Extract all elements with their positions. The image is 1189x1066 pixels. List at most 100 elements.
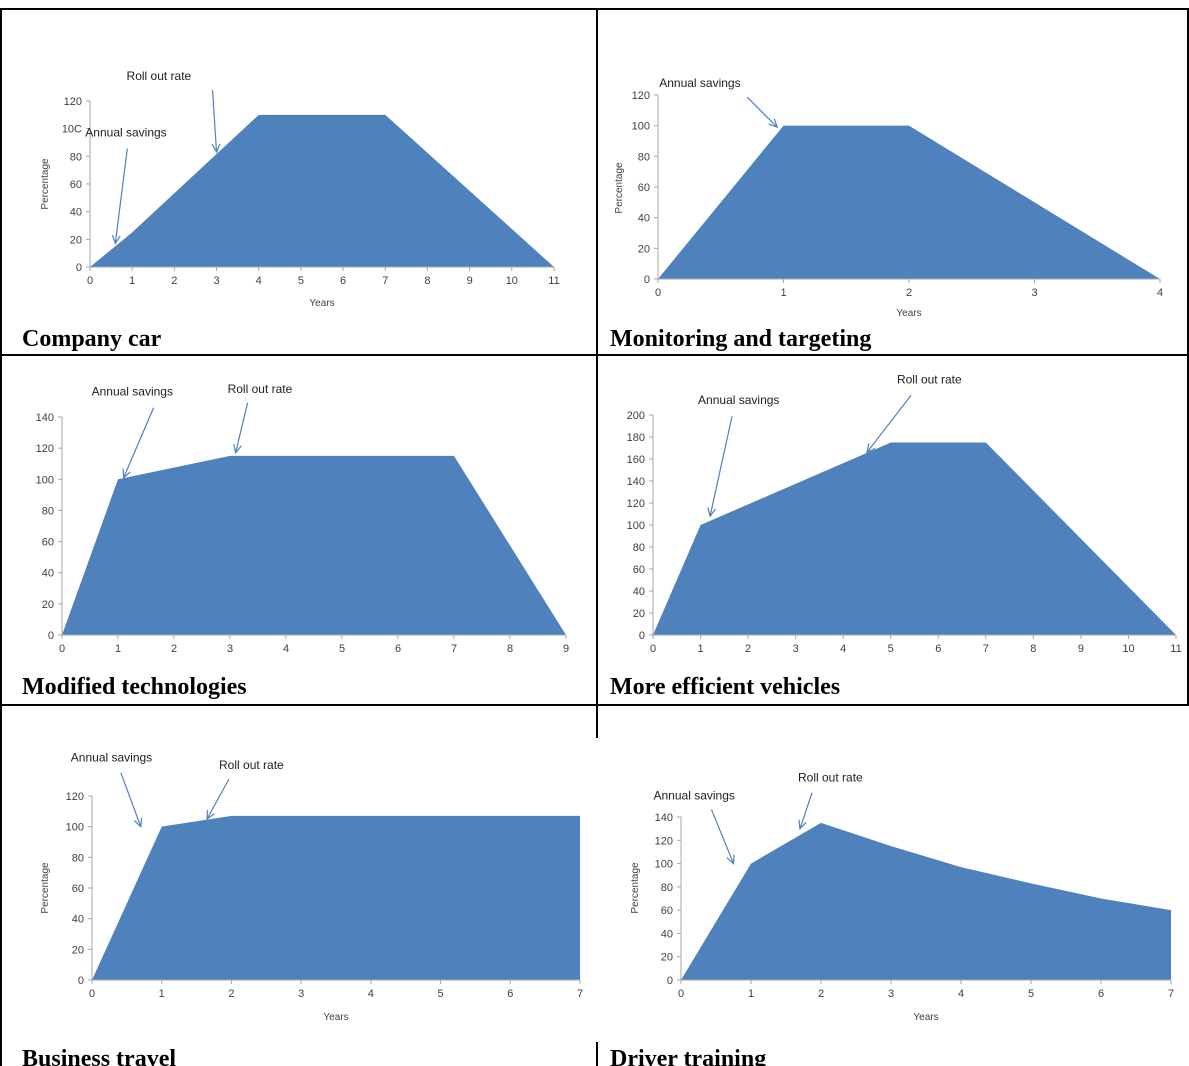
x-tick-label: 4	[368, 988, 374, 1000]
y-axis-title: Percentage	[40, 862, 51, 914]
x-tick-label: 2	[171, 275, 177, 287]
y-tick-label: 40	[638, 213, 650, 225]
x-tick-label: 5	[1028, 988, 1034, 1000]
y-tick-label: 160	[627, 454, 645, 466]
y-tick-label: 200	[627, 410, 645, 422]
y-tick-label: 60	[72, 883, 84, 895]
annotation-arrow-head	[211, 143, 221, 154]
x-axis-title: Years	[323, 1012, 348, 1023]
x-tick-label: 11	[548, 275, 559, 287]
x-tick-label: 6	[507, 988, 513, 1000]
x-tick-label: 9	[467, 275, 473, 287]
table-right-border	[1187, 8, 1189, 706]
x-tick-label: 7	[983, 643, 989, 655]
y-tick-label: 0	[78, 975, 84, 987]
x-tick-label: 8	[507, 643, 513, 655]
annotation-label: Roll out rate	[228, 382, 293, 396]
chart-cell-monitoring-and-targeting: 0 1 2 3 4 0 20 40 60 80 100 120 Years Percentage Annua…	[598, 0, 1187, 356]
row-divider-1	[0, 354, 1189, 356]
y-tick-label: 80	[661, 882, 673, 894]
annotation-label: Annual savings	[71, 751, 152, 765]
x-tick-label: 0	[89, 988, 95, 1000]
chart-cell-modified-technologies: 0 1 2 3 4 5 6 7 8 9 0 20 40 60 80 100 120 140 Annual savin…	[0, 356, 596, 704]
y-tick-label: 100	[66, 822, 84, 834]
x-tick-label: 5	[888, 643, 894, 655]
x-tick-label: 0	[59, 643, 65, 655]
x-tick-label: 2	[818, 988, 824, 1000]
x-tick-label: 5	[298, 275, 304, 287]
annotation-arrow	[123, 407, 155, 478]
x-tick-label: 0	[678, 988, 684, 1000]
caption-modified-technologies: Modified technologies	[22, 674, 247, 700]
annotation-arrow-head	[206, 809, 215, 821]
column-divider-top	[596, 8, 598, 356]
x-axis-title: Years	[913, 1012, 938, 1023]
y-tick-label: 60	[661, 905, 673, 917]
column-divider-middle	[596, 354, 598, 738]
y-tick-label: 40	[633, 586, 645, 598]
x-tick-label: 9	[1078, 643, 1084, 655]
x-tick-label: 0	[655, 287, 661, 299]
y-axis-title: Percentage	[630, 862, 641, 914]
y-tick-label: 100	[627, 520, 645, 532]
x-tick-label: 5	[339, 643, 345, 655]
y-tick-label: 80	[72, 852, 84, 864]
annotation-arrow	[710, 809, 735, 864]
chart-modified-technologies: 0 1 2 3 4 5 6 7 8 9 0 20 40 60 80 100 120 140 Annual savin…	[36, 382, 569, 655]
annotation-arrow	[799, 792, 813, 829]
y-tick-label: 100	[36, 474, 54, 486]
row-divider-2	[0, 704, 1189, 706]
caption-monitoring-and-targeting: Monitoring and targeting	[610, 326, 872, 352]
y-tick-label: 0	[48, 630, 54, 642]
y-tick-label: 180	[627, 432, 645, 444]
annotation-arrow-head	[726, 854, 735, 865]
x-tick-label: 9	[563, 643, 569, 655]
chart-monitoring-and-targeting: 0 1 2 3 4020406080100120YearsPercentageAnnua…	[614, 76, 1163, 319]
annotation-arrow-head	[707, 507, 717, 518]
y-tick-label: 20	[70, 234, 82, 246]
chart-more-efficient-vehicles: 0 1 2 3 4 5 6 7 8 9 10 11 0 20 40 60 80 100 120 140 160 180 20…	[627, 372, 1182, 655]
x-tick-label: 7	[577, 988, 583, 1000]
annotation-arrow	[114, 148, 128, 244]
x-tick-label: 6	[1098, 988, 1104, 1000]
x-tick-label: 3	[298, 988, 304, 1000]
area-series	[658, 125, 1160, 280]
annotation-label: Annual savings	[698, 393, 779, 407]
y-tick-label: 80	[42, 505, 54, 517]
x-tick-label: 8	[424, 275, 430, 287]
area-series	[90, 114, 554, 267]
annotation-arrow-head	[798, 819, 807, 830]
annotation-arrow	[866, 395, 912, 453]
annotation-arrow	[709, 416, 733, 517]
y-tick-label: 120	[36, 443, 54, 455]
chart-cell-driver-training: 0 1 2 3 4 5 6 7 0 20 40 60 80 100 120 140 Years Percentag…	[598, 706, 1187, 1066]
y-tick-label: 120	[627, 498, 645, 510]
y-tick-label: 20	[72, 944, 84, 956]
y-axis-title: Percentage	[614, 162, 625, 214]
chart-cell-company-car: 0 1 2 3 4 5 6 7 8 9 10 11 0 20 40 60 80 10C 120 Years Percen…	[0, 0, 596, 356]
y-tick-label: 60	[638, 182, 650, 194]
y-tick-label: 80	[633, 542, 645, 554]
caption-business-travel: Business travel	[22, 1046, 177, 1066]
annotation-label: Annual savings	[92, 385, 173, 399]
annotation-arrow-head	[122, 468, 131, 479]
area-series	[681, 822, 1171, 980]
x-tick-label: 1	[115, 643, 121, 655]
y-axis-title: Percentage	[40, 158, 51, 210]
x-tick-label: 2	[228, 988, 234, 1000]
x-tick-label: 1	[748, 988, 754, 1000]
y-tick-label: 20	[633, 608, 645, 620]
y-tick-label: 40	[72, 914, 84, 926]
column-divider-bottom	[596, 1042, 598, 1066]
y-tick-label: 40	[70, 207, 82, 219]
x-tick-label: 6	[935, 643, 941, 655]
annotation-label: Roll out rate	[897, 372, 962, 386]
annotation-label: Annual savings	[85, 125, 166, 139]
table-left-border	[0, 8, 2, 1066]
annotation-label: Annual savings	[659, 76, 740, 90]
y-tick-label: 60	[633, 564, 645, 576]
y-tick-label: 60	[42, 537, 54, 549]
x-tick-label: 0	[650, 643, 656, 655]
x-tick-label: 7	[451, 643, 457, 655]
x-tick-label: 3	[888, 988, 894, 1000]
